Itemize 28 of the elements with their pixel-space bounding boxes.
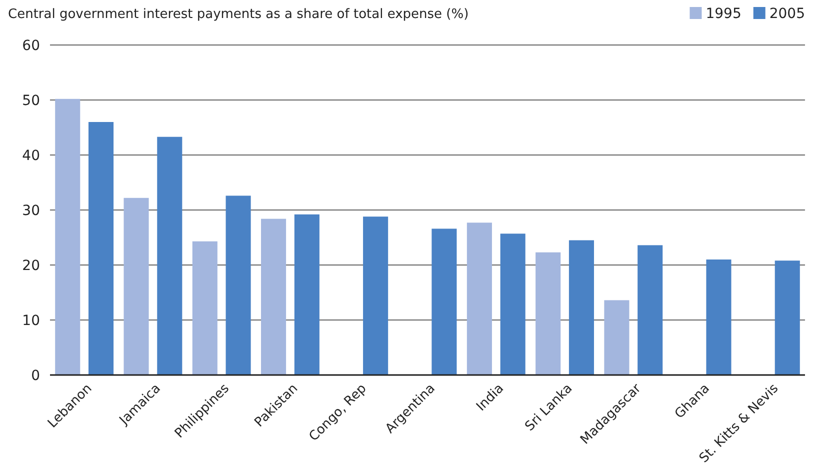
bar <box>294 214 320 375</box>
bar <box>226 196 251 375</box>
bar <box>536 252 561 375</box>
bar <box>55 98 80 375</box>
bar <box>124 198 149 375</box>
bar <box>432 228 457 375</box>
bar <box>638 245 663 375</box>
bar <box>774 260 800 375</box>
bar <box>157 136 182 375</box>
y-tick-label: 50 <box>22 92 40 109</box>
bar <box>363 216 388 375</box>
bar <box>192 241 218 375</box>
y-tick-label: 40 <box>22 148 40 164</box>
y-tick-label: 20 <box>22 258 40 274</box>
chart-title: Central government interest payments as a share of total expense (%) <box>8 7 469 22</box>
y-tick-label: 0 <box>31 368 40 384</box>
legend-label: 1995 <box>706 6 742 22</box>
bar <box>568 240 594 375</box>
legend-label: 2005 <box>769 6 805 22</box>
bar <box>706 260 732 375</box>
bar <box>500 234 526 375</box>
y-tick-label: 30 <box>22 202 40 219</box>
y-tick-label: 60 <box>22 38 40 54</box>
bar <box>604 300 630 375</box>
bar <box>466 222 492 375</box>
bar <box>261 218 286 375</box>
bar <box>88 122 114 375</box>
y-tick-label: 10 <box>22 312 40 329</box>
